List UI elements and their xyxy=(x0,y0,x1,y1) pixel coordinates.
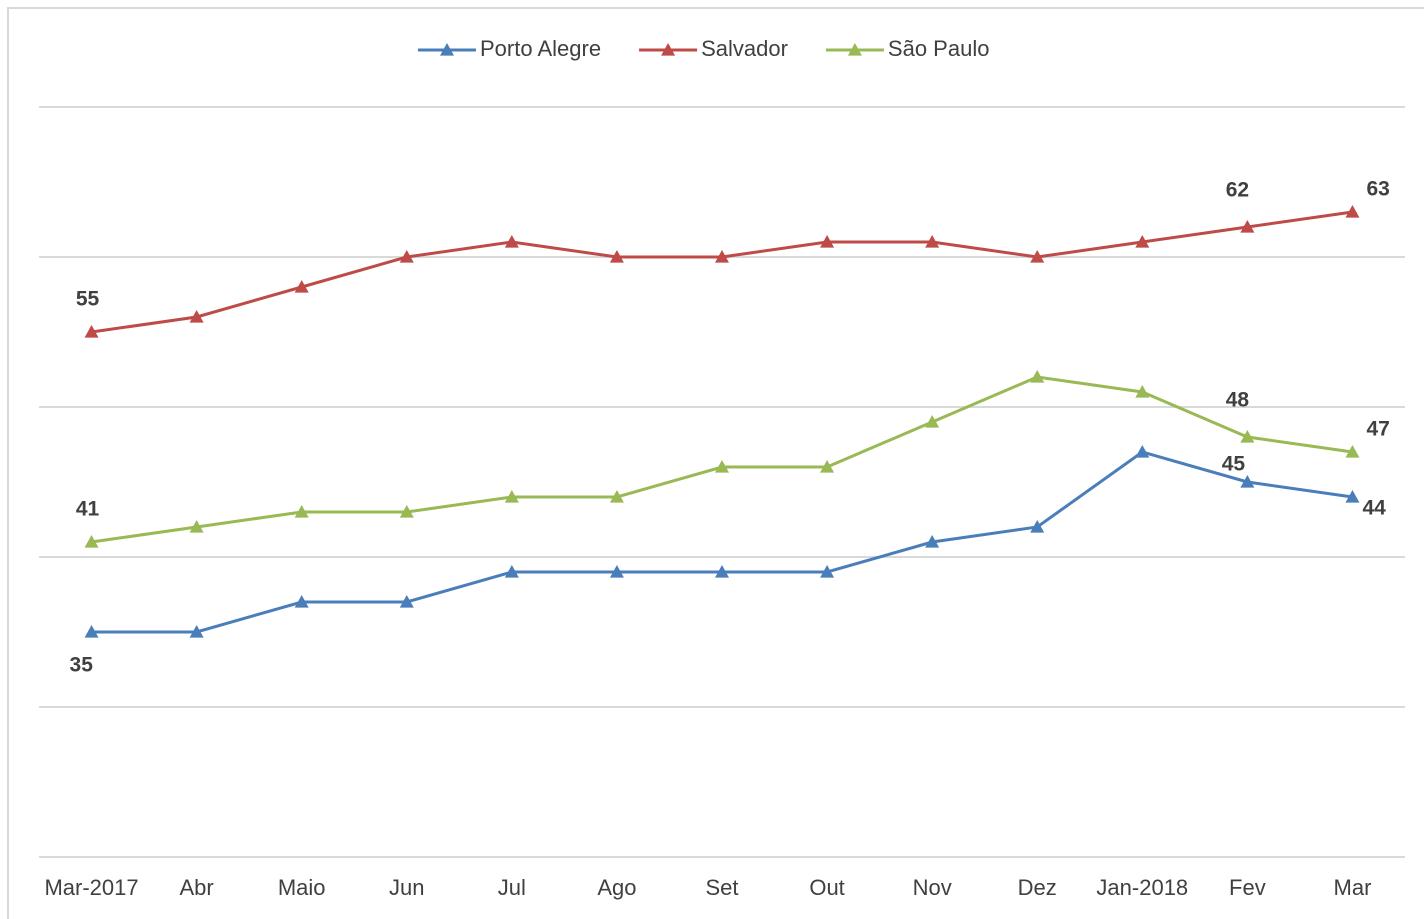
point-marker xyxy=(1345,445,1360,458)
point-marker xyxy=(84,325,99,338)
point-marker xyxy=(399,595,414,608)
legend-label: Porto Alegre xyxy=(480,36,601,61)
data-label: 41 xyxy=(76,498,100,521)
point-marker xyxy=(1135,385,1150,398)
data-label: 62 xyxy=(1226,179,1249,202)
legend-marker xyxy=(440,43,454,56)
point-marker xyxy=(294,505,309,518)
point-marker xyxy=(504,235,519,248)
x-tick-label: Set xyxy=(705,875,738,900)
legend-item: Porto Alegre xyxy=(418,36,601,61)
point-marker xyxy=(1345,205,1360,218)
x-tick-label: Jul xyxy=(498,875,526,900)
point-marker xyxy=(1345,490,1360,503)
point-marker xyxy=(820,235,835,248)
point-marker xyxy=(715,250,729,263)
legend-item: Salvador xyxy=(639,36,788,61)
point-marker xyxy=(504,565,519,578)
x-tick-label: Jan-2018 xyxy=(1096,875,1188,900)
point-marker xyxy=(1240,475,1255,488)
x-tick-label: Mar-2017 xyxy=(44,875,138,900)
x-tick-label: Abr xyxy=(179,875,213,900)
point-marker xyxy=(715,460,729,473)
data-label: 44 xyxy=(1362,497,1386,520)
point-marker xyxy=(399,505,414,518)
x-tick-label: Dez xyxy=(1018,875,1057,900)
point-marker xyxy=(399,250,414,263)
x-tick-label: Jun xyxy=(389,875,424,900)
point-marker xyxy=(609,565,624,578)
point-marker xyxy=(820,460,835,473)
legend-marker xyxy=(661,43,676,56)
x-tick-label: Mar xyxy=(1334,875,1372,900)
x-tick-label: Ago xyxy=(597,875,636,900)
point-marker xyxy=(1135,235,1150,248)
series-line xyxy=(91,450,1353,634)
legend-label: São Paulo xyxy=(888,36,990,61)
data-label: 45 xyxy=(1222,453,1246,476)
point-marker xyxy=(1030,520,1045,533)
point-marker xyxy=(609,250,624,263)
data-label: 47 xyxy=(1366,418,1389,441)
point-marker xyxy=(820,565,835,578)
point-marker xyxy=(925,235,940,248)
data-label: 63 xyxy=(1366,178,1389,201)
x-tick-label: Fev xyxy=(1229,875,1266,900)
data-label: 35 xyxy=(70,654,94,677)
series-line xyxy=(91,210,1353,334)
point-marker xyxy=(294,595,309,608)
point-marker xyxy=(189,625,204,638)
point-marker xyxy=(925,535,940,548)
x-tick-label: Out xyxy=(809,875,844,900)
point-marker xyxy=(84,535,99,548)
point-marker xyxy=(715,565,729,578)
point-marker xyxy=(1030,370,1045,383)
point-marker xyxy=(609,490,624,503)
legend-marker xyxy=(847,43,862,56)
point-marker xyxy=(1240,220,1255,233)
point-marker xyxy=(189,520,204,533)
point-marker xyxy=(1240,430,1255,443)
point-marker xyxy=(504,490,519,503)
x-tick-label: Maio xyxy=(278,875,326,900)
point-marker xyxy=(1135,445,1150,458)
point-marker xyxy=(925,415,940,428)
legend-item: São Paulo xyxy=(825,36,990,61)
point-marker xyxy=(294,280,309,293)
point-marker xyxy=(1030,250,1045,263)
chart-frame xyxy=(7,7,1424,919)
data-label: 48 xyxy=(1226,389,1250,412)
legend-label: Salvador xyxy=(701,36,788,61)
point-marker xyxy=(189,310,204,323)
point-marker xyxy=(84,625,99,638)
x-tick-label: Nov xyxy=(913,875,952,900)
data-label: 55 xyxy=(76,288,100,311)
